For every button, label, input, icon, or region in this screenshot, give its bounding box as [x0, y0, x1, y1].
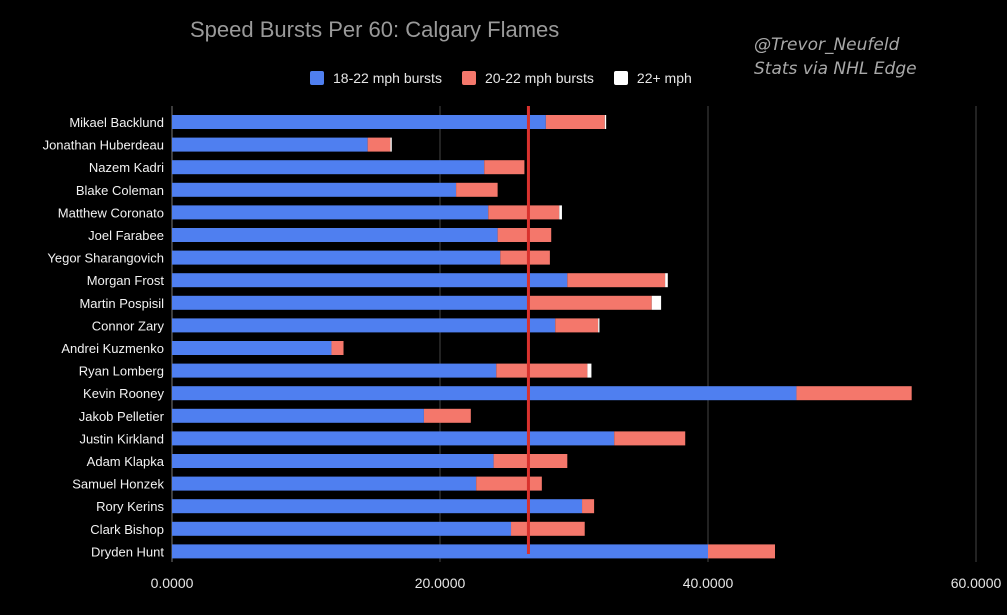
bar-1: [172, 318, 556, 333]
legend-item-2: 20-22 mph bursts: [461, 70, 594, 86]
category-label: Adam Klapka: [87, 454, 165, 469]
category-label: Mikael Backlund: [69, 115, 164, 130]
bar-1: [172, 137, 368, 152]
bar-2: [493, 454, 568, 468]
bar-1: [172, 250, 501, 265]
bar-3: [559, 205, 562, 220]
bar-1: [172, 521, 512, 536]
bar-2: [484, 160, 525, 175]
category-label: Morgan Frost: [87, 273, 165, 288]
legend-label-1: 18-22 mph bursts: [333, 70, 442, 86]
category-label: Matthew Coronato: [58, 205, 164, 220]
category-label: Dryden Hunt: [91, 544, 164, 559]
bar-3: [587, 363, 592, 378]
legend-swatch-2: [461, 71, 476, 85]
bar-2: [511, 521, 585, 536]
x-tick-label: 0.0000: [151, 575, 194, 591]
x-tick-label: 40.0000: [683, 575, 734, 591]
bar-2: [367, 137, 391, 152]
category-label: Connor Zary: [92, 318, 165, 333]
bar-1: [172, 273, 568, 288]
category-label: Nazem Kadri: [89, 160, 164, 175]
bar-2: [497, 228, 552, 242]
bar-2: [555, 318, 599, 333]
bar-1: [172, 295, 529, 310]
bar-2: [567, 273, 666, 288]
bar-1: [172, 228, 498, 242]
bar-1: [172, 115, 546, 129]
bar-3: [665, 273, 668, 288]
bar-2: [456, 182, 498, 197]
category-label: Joel Farabee: [88, 228, 164, 243]
category-label: Andrei Kuzmenko: [61, 341, 164, 356]
bar-1: [172, 476, 477, 491]
bar-3: [390, 137, 392, 152]
bar-1: [172, 499, 583, 514]
bar-2: [614, 431, 686, 446]
x-tick-label: 60.0000: [951, 575, 1002, 591]
bar-1: [172, 386, 797, 401]
category-label: Yegor Sharangovich: [47, 251, 164, 266]
category-label: Rory Kerins: [96, 499, 164, 514]
legend-swatch-1: [310, 71, 324, 85]
bar-2: [488, 205, 560, 220]
category-label: Clark Bishop: [90, 522, 164, 537]
bar-1: [172, 363, 497, 378]
legend-swatch-3: [613, 71, 628, 85]
legend-item-1: 18-22 mph bursts: [310, 70, 442, 86]
credit-source: Stats via NHL Edge: [754, 59, 917, 79]
bar-2: [528, 295, 652, 310]
category-label: Jakob Pelletier: [79, 409, 165, 424]
bar-1: [172, 454, 494, 468]
category-label: Kevin Rooney: [83, 386, 164, 401]
legend-item-3: 22+ mph: [613, 70, 692, 86]
bar-1: [172, 160, 485, 175]
bar-2: [476, 476, 542, 491]
category-label: Blake Coleman: [76, 183, 164, 198]
bar-2: [708, 544, 775, 559]
category-label: Martin Pospisil: [79, 296, 164, 311]
chart-title: Speed Bursts Per 60: Calgary Flames: [190, 17, 560, 42]
bar-1: [172, 431, 615, 446]
bar-2: [796, 386, 912, 401]
bar-2: [500, 250, 550, 265]
category-label: Samuel Honzek: [72, 477, 164, 492]
bar-1: [172, 182, 457, 197]
bar-2: [423, 408, 471, 423]
bar-3: [651, 295, 662, 310]
bar-1: [172, 408, 424, 423]
category-label: Ryan Lomberg: [79, 364, 164, 379]
bar-2: [582, 499, 595, 514]
legend-label-2: 20-22 mph bursts: [484, 70, 594, 86]
credit-author: @Trevor_Neufeld: [754, 35, 900, 55]
bar-1: [172, 341, 332, 355]
legend: 18-22 mph bursts 20-22 mph bursts 22+ mp…: [310, 70, 712, 86]
bar-3: [598, 318, 600, 333]
bar-2: [496, 363, 588, 378]
x-tick-label: 20.0000: [415, 575, 466, 591]
credit-block: @Trevor_Neufeld Stats via NHL Edge: [754, 33, 917, 81]
category-label: Jonathan Huberdeau: [43, 138, 164, 153]
category-label: Justin Kirkland: [79, 431, 164, 446]
bar-1: [172, 205, 489, 220]
bar-3: [604, 115, 607, 129]
bar-2: [545, 115, 605, 129]
bar-1: [172, 544, 708, 559]
bar-2: [331, 341, 344, 355]
legend-label-3: 22+ mph: [636, 70, 692, 86]
